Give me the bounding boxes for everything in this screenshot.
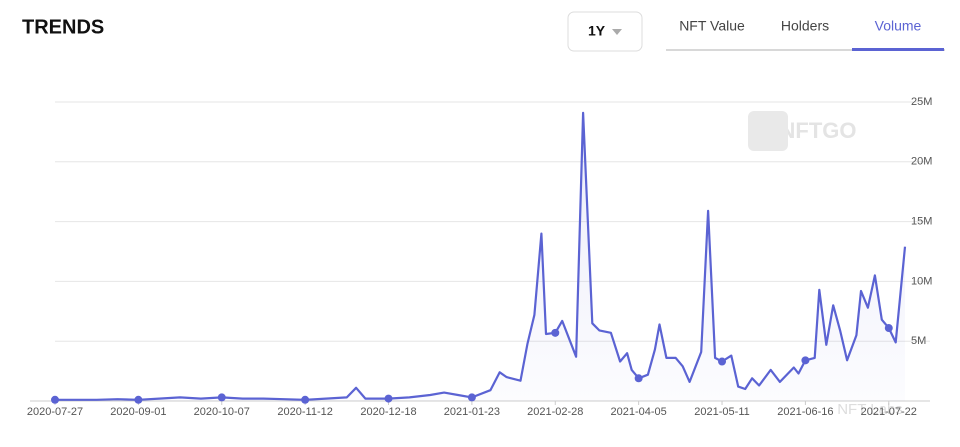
point-marker bbox=[384, 394, 393, 403]
x-tick-label: 2020-12-18 bbox=[360, 406, 416, 418]
point-marker bbox=[467, 393, 476, 402]
plot: 5M 10M 15M 20M 25M 2020-07-27 2020-09-01 2020-1… bbox=[27, 96, 933, 418]
tab[interactable]: Holders bbox=[781, 18, 829, 34]
x-tick-label: 2021-04-05 bbox=[611, 406, 667, 418]
watermark: NFTGO bbox=[780, 118, 857, 143]
point-marker bbox=[51, 395, 59, 404]
x-tick-label: 2021-01-23 bbox=[444, 406, 500, 418]
x-tick-label: 2020-09-01 bbox=[110, 406, 166, 418]
y-tick-label: 10M bbox=[911, 275, 932, 287]
range-dropdown[interactable]: 1Y bbox=[567, 11, 643, 52]
x-tick-label: 2021-06-16 bbox=[777, 406, 833, 418]
point-marker bbox=[134, 395, 143, 404]
tab[interactable]: Volume bbox=[875, 18, 922, 34]
point-marker bbox=[634, 374, 643, 383]
y-tick-label: 25M bbox=[911, 96, 932, 108]
point-marker bbox=[718, 357, 727, 366]
point-marker bbox=[884, 324, 893, 333]
active-tab-underline bbox=[852, 48, 944, 51]
dropdown-label[interactable]: 1Y bbox=[588, 23, 606, 39]
corner-watermark: NFT Labs bbox=[837, 401, 903, 418]
x-tick-label: 2021-05-11 bbox=[694, 406, 749, 418]
tabs: NFT Value Holders Volume bbox=[679, 18, 944, 51]
point-marker bbox=[217, 393, 226, 402]
area-fill bbox=[55, 112, 905, 402]
x-tick-label: 2020-10-07 bbox=[194, 406, 250, 418]
point-marker bbox=[801, 356, 810, 365]
y-tick-label: 5M bbox=[911, 335, 926, 347]
point-marker bbox=[301, 395, 310, 404]
point-marker bbox=[551, 328, 560, 337]
volume-line bbox=[55, 111, 907, 401]
tab[interactable]: NFT Value bbox=[679, 18, 745, 34]
dropdown-caret[interactable] bbox=[612, 29, 622, 35]
dropdown-box[interactable] bbox=[567, 11, 643, 52]
x-tick-label: 2021-07-22 bbox=[861, 406, 917, 418]
x-tick-label: 2020-07-27 bbox=[27, 406, 83, 418]
y-tick-label: 15M bbox=[911, 216, 932, 228]
panel-title: TRENDS bbox=[22, 16, 104, 38]
watermark-logo bbox=[748, 111, 788, 151]
y-tick-label: 20M bbox=[911, 156, 932, 168]
x-tick-label: 2020-11-12 bbox=[277, 406, 332, 418]
x-tick-label: 2021-02-28 bbox=[527, 406, 583, 418]
